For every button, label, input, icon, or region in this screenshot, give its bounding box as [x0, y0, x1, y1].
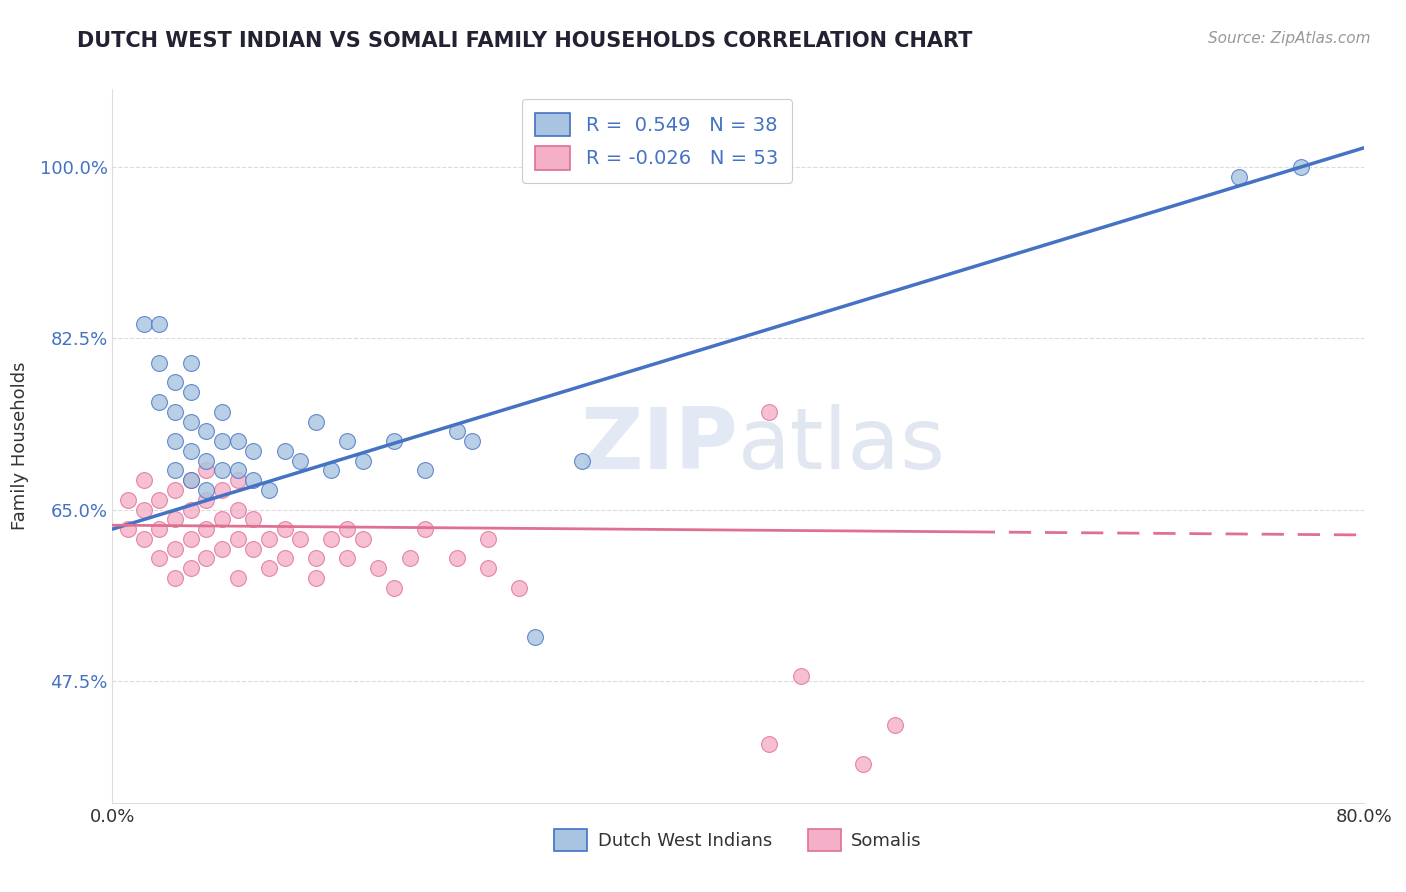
Y-axis label: Family Households: Family Households [10, 362, 28, 530]
Point [273, 551, 295, 566]
Point [242, 443, 264, 458]
Point [148, 395, 170, 409]
Point [1227, 170, 1250, 185]
Point [883, 717, 905, 731]
Point [273, 443, 295, 458]
Point [211, 434, 233, 449]
Point [290, 532, 312, 546]
Point [163, 405, 186, 419]
Point [195, 492, 218, 507]
Point [180, 561, 202, 575]
Point [180, 502, 202, 516]
Point [226, 434, 249, 449]
Point [180, 356, 202, 370]
Point [195, 425, 218, 439]
Point [352, 532, 374, 546]
Point [180, 532, 202, 546]
Point [790, 669, 813, 683]
Point [477, 561, 499, 575]
Point [195, 453, 218, 467]
Point [132, 473, 155, 487]
Point [305, 571, 328, 585]
Point [336, 551, 359, 566]
Point [508, 581, 530, 595]
Point [758, 737, 780, 751]
Point [257, 483, 280, 497]
Point [180, 385, 202, 400]
Point [461, 434, 484, 449]
Text: atlas: atlas [738, 404, 946, 488]
Point [148, 522, 170, 536]
Point [257, 532, 280, 546]
Point [852, 756, 875, 771]
Point [242, 541, 264, 556]
Point [132, 502, 155, 516]
Point [163, 512, 186, 526]
Point [211, 405, 233, 419]
Point [163, 463, 186, 477]
Point [226, 473, 249, 487]
Point [195, 483, 218, 497]
Point [336, 522, 359, 536]
Point [211, 463, 233, 477]
Point [415, 522, 437, 536]
Point [148, 317, 170, 331]
Point [321, 532, 343, 546]
Point [163, 434, 186, 449]
Point [226, 571, 249, 585]
Text: Source: ZipAtlas.com: Source: ZipAtlas.com [1208, 31, 1371, 46]
Point [415, 463, 437, 477]
Point [257, 561, 280, 575]
Point [242, 473, 264, 487]
Point [571, 453, 593, 467]
Point [163, 541, 186, 556]
Point [446, 551, 468, 566]
Point [195, 551, 218, 566]
Point [211, 541, 233, 556]
Point [148, 356, 170, 370]
Point [163, 483, 186, 497]
Point [180, 473, 202, 487]
Point [352, 453, 374, 467]
Point [367, 561, 389, 575]
Point [290, 453, 312, 467]
Point [336, 434, 359, 449]
Point [226, 463, 249, 477]
Point [211, 483, 233, 497]
Point [446, 425, 468, 439]
Point [211, 512, 233, 526]
Point [382, 581, 405, 595]
Point [163, 376, 186, 390]
Point [477, 532, 499, 546]
Point [523, 630, 546, 644]
Point [132, 532, 155, 546]
Point [117, 522, 139, 536]
Point [163, 571, 186, 585]
Point [148, 551, 170, 566]
Point [321, 463, 343, 477]
Point [226, 532, 249, 546]
Point [758, 405, 780, 419]
Point [398, 551, 420, 566]
Point [1291, 161, 1313, 175]
Point [273, 522, 295, 536]
Legend: Dutch West Indians, Somalis: Dutch West Indians, Somalis [547, 822, 929, 858]
Point [148, 492, 170, 507]
Point [195, 522, 218, 536]
Point [226, 502, 249, 516]
Point [180, 443, 202, 458]
Point [195, 463, 218, 477]
Text: ZIP: ZIP [581, 404, 738, 488]
Point [132, 317, 155, 331]
Point [117, 492, 139, 507]
Point [180, 415, 202, 429]
Point [382, 434, 405, 449]
Text: DUTCH WEST INDIAN VS SOMALI FAMILY HOUSEHOLDS CORRELATION CHART: DUTCH WEST INDIAN VS SOMALI FAMILY HOUSE… [77, 31, 973, 51]
Point [305, 551, 328, 566]
Point [242, 512, 264, 526]
Point [305, 415, 328, 429]
Point [180, 473, 202, 487]
